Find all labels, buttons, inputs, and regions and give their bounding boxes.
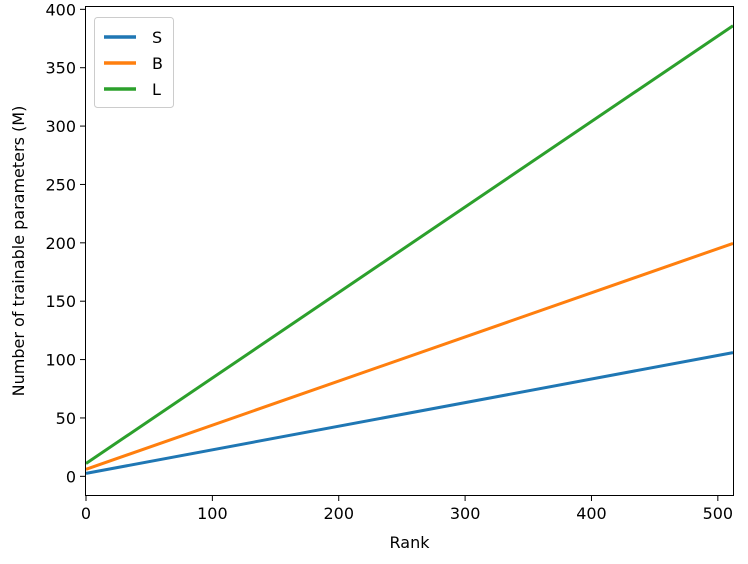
legend-label-l: L bbox=[152, 80, 161, 99]
series-layer bbox=[85, 24, 734, 475]
x-tick-label: 300 bbox=[450, 504, 481, 523]
ticks-layer: 0 100 200 300 400 500 0 50 100 150 200 250 300 350 400 bbox=[45, 0, 733, 523]
y-tick-label: 350 bbox=[45, 59, 76, 78]
x-tick-label: 200 bbox=[323, 504, 354, 523]
x-tick-label: 400 bbox=[576, 504, 607, 523]
y-tick-label: 0 bbox=[66, 467, 76, 486]
x-tick-label: 100 bbox=[197, 504, 228, 523]
series-line-l bbox=[85, 24, 734, 465]
y-tick-label: 150 bbox=[45, 292, 76, 311]
series-line-s bbox=[85, 351, 734, 475]
series-line-b bbox=[85, 241, 734, 471]
y-axis-label: Number of trainable parameters (M) bbox=[9, 106, 28, 397]
x-tick-label: 0 bbox=[81, 504, 91, 523]
x-tick-label: 500 bbox=[703, 504, 734, 523]
y-tick-label: 50 bbox=[56, 409, 76, 428]
y-tick-label: 400 bbox=[45, 0, 76, 19]
plot-frame bbox=[85, 6, 734, 496]
y-tick-label: 100 bbox=[45, 351, 76, 370]
legend-label-b: B bbox=[152, 54, 163, 73]
legend: S B L bbox=[94, 17, 174, 108]
y-tick-label: 300 bbox=[45, 117, 76, 136]
legend-label-s: S bbox=[152, 28, 162, 47]
y-tick-label: 200 bbox=[45, 234, 76, 253]
y-tick-label: 250 bbox=[45, 175, 76, 194]
x-axis-label: Rank bbox=[390, 533, 431, 552]
